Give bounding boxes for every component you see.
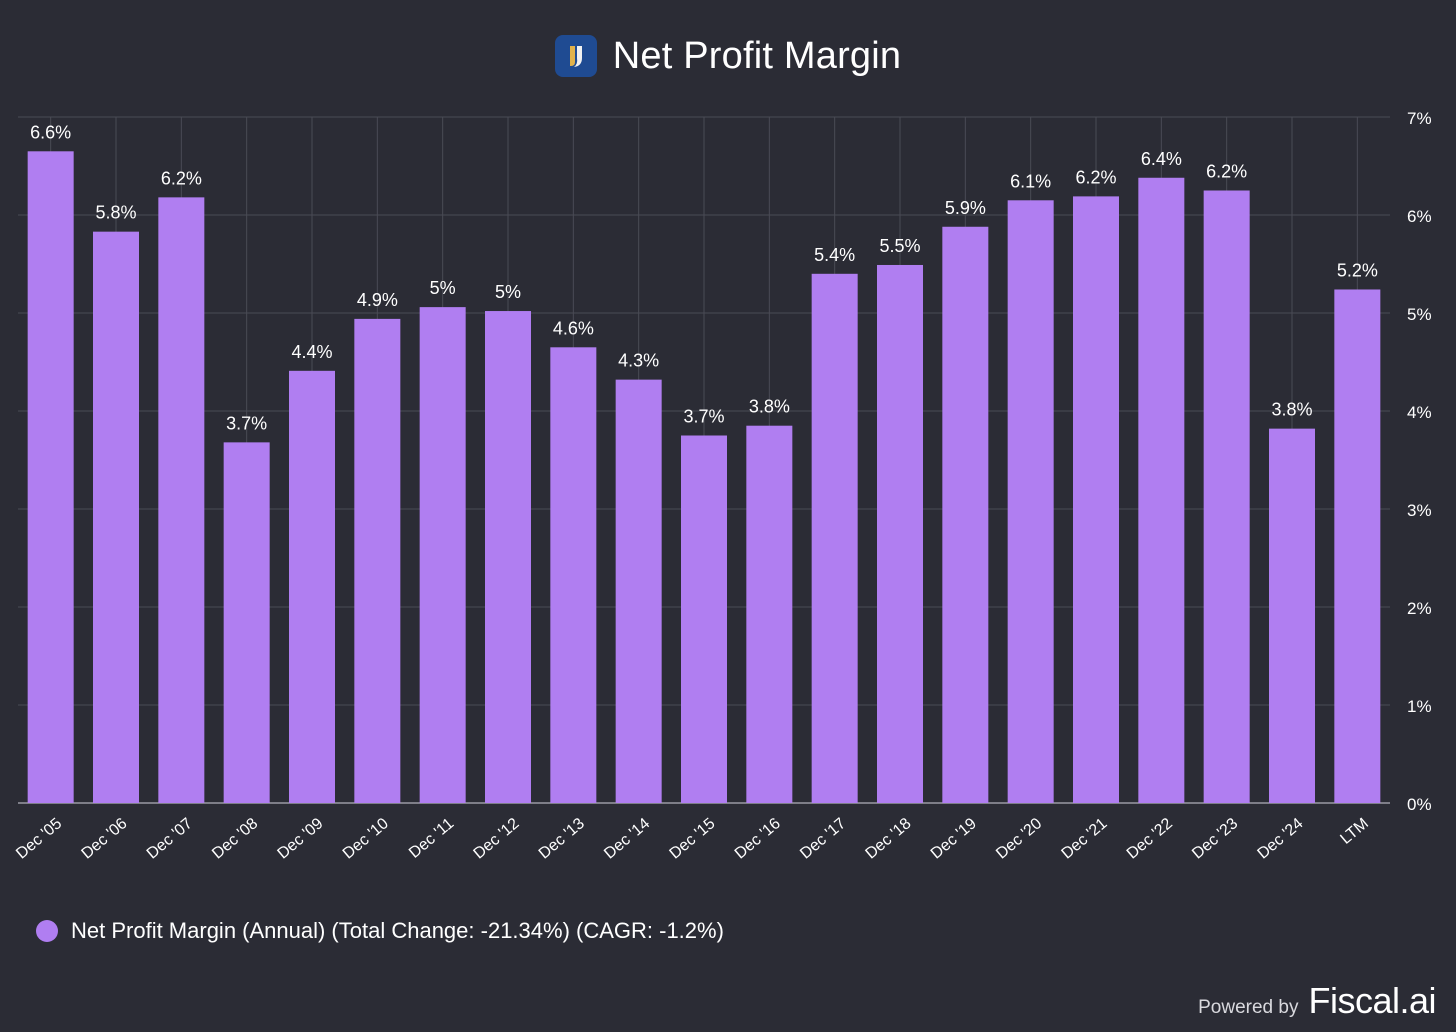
- bar-data-label: 4.6%: [553, 318, 594, 338]
- bar-data-label: 6.2%: [1075, 167, 1116, 187]
- bar: [1269, 428, 1315, 803]
- bar-data-label: 3.8%: [1271, 400, 1312, 420]
- bar-data-label: 3.7%: [683, 407, 724, 427]
- legend-label: Net Profit Margin (Annual) (Total Change…: [71, 918, 724, 943]
- x-tick-label: Dec '22: [1124, 815, 1176, 863]
- x-tick-label: Dec '24: [1254, 815, 1306, 863]
- y-tick-label: 7%: [1407, 109, 1432, 128]
- bar: [877, 264, 923, 804]
- bar: [1334, 289, 1381, 804]
- bar: [1138, 177, 1185, 803]
- bar-data-label: 4.4%: [291, 342, 332, 362]
- bar: [1007, 200, 1054, 804]
- bar-data-label: 3.8%: [749, 397, 790, 417]
- y-tick-label: 3%: [1407, 501, 1432, 520]
- bar: [550, 347, 597, 803]
- x-tick-label: Dec '20: [993, 815, 1045, 863]
- y-tick-label: 0%: [1407, 795, 1432, 814]
- bar: [811, 273, 858, 803]
- bar-data-label: 5%: [495, 282, 521, 302]
- y-tick-label: 6%: [1407, 207, 1432, 226]
- x-tick-label: Dec '10: [340, 815, 392, 863]
- chart-legend[interactable]: Net Profit Margin (Annual) (Total Change…: [36, 918, 724, 944]
- bar-data-label: 6.4%: [1141, 149, 1182, 169]
- bar-data-label: 6.6%: [30, 122, 71, 142]
- chart-title: Net Profit Margin: [612, 34, 902, 77]
- y-tick-label: 1%: [1407, 697, 1432, 716]
- bar: [289, 370, 335, 803]
- y-tick-label: 2%: [1407, 599, 1432, 618]
- bar-data-label: 4.9%: [357, 290, 398, 310]
- bar: [615, 379, 662, 803]
- bar: [1073, 196, 1119, 803]
- x-tick-label: Dec '12: [470, 815, 522, 863]
- x-tick-label: Dec '21: [1058, 815, 1110, 863]
- y-tick-label: 4%: [1407, 403, 1432, 422]
- bar-data-label: 5.4%: [814, 245, 855, 265]
- x-tick-label: Dec '16: [732, 815, 784, 863]
- bar: [681, 435, 727, 803]
- bar-data-label: 5%: [430, 278, 456, 298]
- bar: [1203, 190, 1250, 803]
- bar: [942, 226, 989, 803]
- bar-data-label: 5.9%: [945, 198, 986, 218]
- bar: [223, 442, 270, 803]
- bar-data-label: 6.2%: [161, 168, 202, 188]
- x-tick-label: Dec '13: [536, 815, 588, 863]
- x-tick-label: Dec '23: [1189, 815, 1241, 863]
- x-tick-label: LTM: [1337, 815, 1372, 848]
- x-tick-label: Dec '14: [601, 815, 653, 863]
- x-tick-label: Dec '11: [406, 815, 457, 862]
- powered-by-label: Powered by: [1198, 997, 1299, 1018]
- bar-data-label: 6.1%: [1010, 171, 1051, 191]
- company-logo-icon: [554, 35, 597, 77]
- x-tick-label: Dec '19: [928, 815, 980, 863]
- powered-by-footer[interactable]: Powered by Fiscal.ai: [1198, 980, 1436, 1022]
- bar-data-label: 5.2%: [1337, 260, 1378, 280]
- x-tick-label: Dec '15: [666, 815, 718, 863]
- legend-swatch: [36, 920, 58, 942]
- bar: [354, 318, 401, 803]
- x-tick-label: Dec '09: [274, 815, 326, 863]
- x-tick-label: Dec '17: [797, 815, 849, 863]
- logo-mark-icon: [569, 46, 582, 67]
- bar-data-label: 5.5%: [879, 236, 920, 256]
- bar-data-label: 5.8%: [95, 203, 136, 223]
- bar-data-label: 4.3%: [618, 351, 659, 371]
- bar-chart: 0% 1% 2% 3% 4% 5% 6% 7% 6.6% Dec '05 5.8% Dec '06 6.…: [13, 109, 1432, 863]
- y-tick-label: 5%: [1407, 305, 1432, 324]
- brand-name: Fiscal.ai: [1308, 980, 1436, 1021]
- bar: [485, 311, 531, 803]
- x-tick-label: Dec '06: [78, 815, 130, 863]
- x-tick-label: Dec '08: [209, 815, 261, 863]
- chart-header: Net Profit Margin: [0, 28, 1456, 84]
- bar-data-label: 6.2%: [1206, 162, 1247, 182]
- bar: [93, 231, 139, 803]
- bar: [27, 151, 74, 804]
- bar-data-label: 3.7%: [226, 413, 267, 433]
- x-tick-label: Dec '18: [862, 815, 914, 863]
- x-tick-label: Dec '05: [13, 815, 65, 863]
- bar: [746, 425, 793, 803]
- x-tick-label: Dec '07: [144, 815, 196, 863]
- bar: [158, 197, 205, 804]
- bar: [419, 307, 466, 803]
